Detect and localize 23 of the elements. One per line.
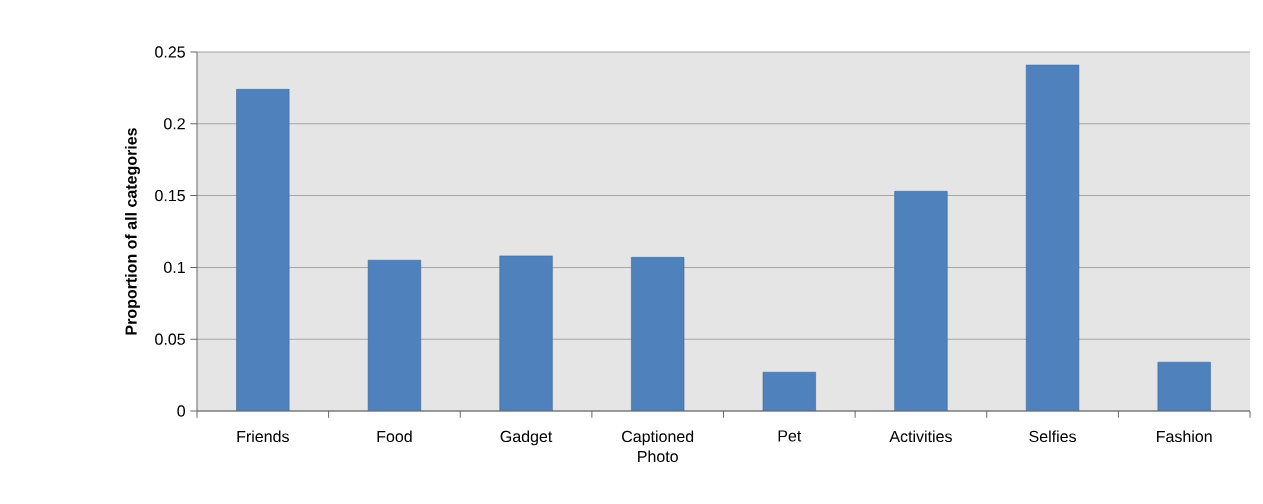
- y-tick-label: 0.25: [155, 46, 185, 58]
- x-tick-label: Gadget: [500, 430, 553, 446]
- bar: [1157, 361, 1211, 411]
- bar: [367, 259, 422, 411]
- bar: [236, 89, 290, 411]
- bar: [631, 257, 685, 411]
- y-tick-label: 0.2: [164, 118, 185, 130]
- x-tick-label: Captioned Photo: [622, 430, 694, 463]
- bar: [894, 191, 948, 411]
- x-tick-label: Selfies: [1029, 430, 1076, 443]
- y-tick-label: 0.15: [155, 189, 185, 202]
- bar: [499, 255, 553, 411]
- x-tick-label: Friends: [237, 430, 289, 443]
- bar: [1025, 64, 1080, 411]
- y-tick-label: 0.1: [164, 261, 185, 274]
- y-tick-label: 0.05: [155, 333, 185, 345]
- x-tick-label: Fashion: [1157, 430, 1212, 443]
- x-tick-label: Food: [377, 430, 412, 443]
- bar: [762, 371, 816, 411]
- x-tick-label: Pet: [778, 430, 802, 442]
- y-tick-label: 0: [177, 405, 186, 417]
- x-tick-label: Activities: [889, 430, 952, 443]
- y-axis-title: Proportion of all categories: [125, 128, 140, 335]
